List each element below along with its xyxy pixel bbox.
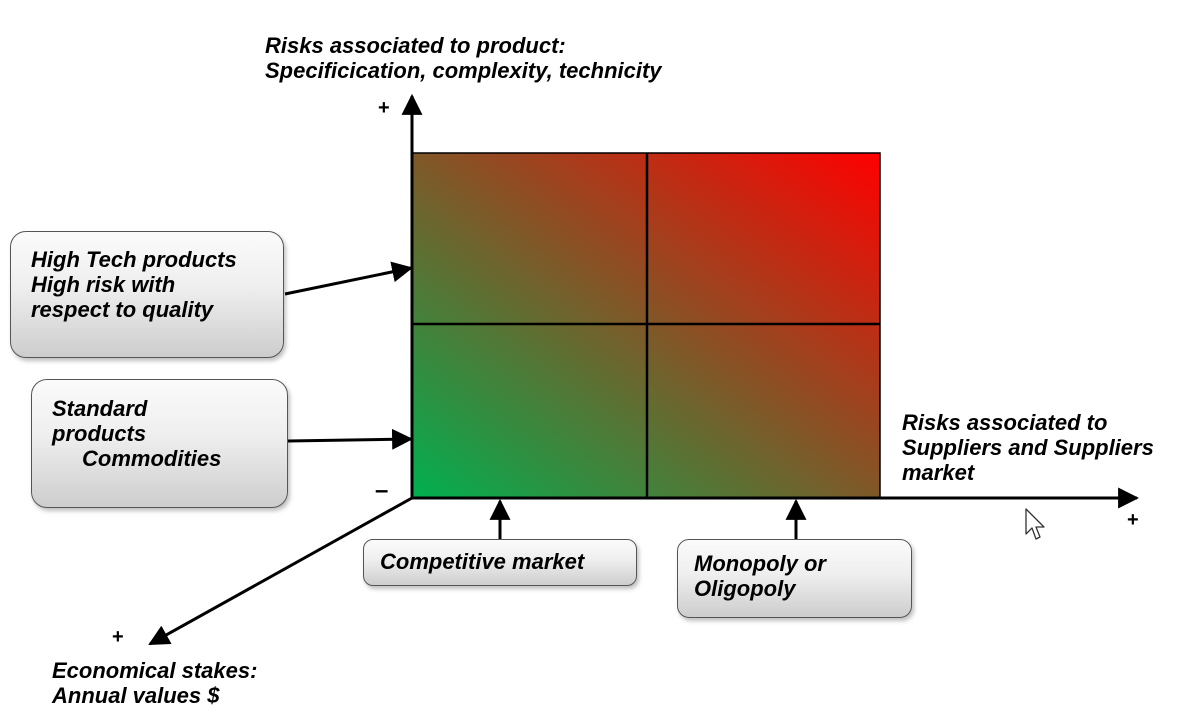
y-axis-label-line1: Risks associated to product: — [265, 33, 566, 58]
standard-line2: products — [52, 421, 147, 446]
economical-stakes-axis — [148, 496, 413, 646]
monopoly-callout: Monopoly or Oligopoly — [677, 539, 912, 618]
x-axis-label: Risks associated to Suppliers and Suppli… — [902, 410, 1154, 485]
high-tech-arrow — [284, 261, 414, 296]
origin-minus-sign: – — [375, 477, 389, 504]
y-axis-label: Risks associated to product: Specificica… — [265, 33, 662, 83]
economical-stakes-label: Economical stakes: Annual values $ — [52, 658, 257, 708]
monopoly-line1: Monopoly or — [694, 551, 826, 576]
high-tech-callout: High Tech products High risk with respec… — [10, 231, 284, 358]
competitive-line1: Competitive market — [380, 549, 585, 574]
high-tech-line2: High risk with — [31, 272, 176, 297]
x-axis-label-line3: market — [902, 460, 975, 485]
x-axis-label-line1: Risks associated to — [902, 410, 1108, 435]
economical-stakes-label-line1: Economical stakes: — [52, 658, 258, 683]
economical-stakes-label-line2: Annual values $ — [52, 683, 220, 708]
high-tech-line3: respect to quality — [31, 297, 214, 322]
y-axis-plus-sign: + — [378, 97, 390, 119]
y-axis-label-line2: Specificication, complexity, technicity — [265, 58, 662, 83]
x-axis-label-line2: Suppliers and Suppliers — [902, 435, 1154, 460]
high-tech-line1: High Tech products — [31, 247, 237, 272]
standard-line1: Standard — [52, 396, 148, 421]
standard-products-callout: Standard products Commodities — [31, 379, 288, 508]
x-axis-plus-sign: + — [1127, 509, 1139, 531]
standard-arrow — [287, 428, 414, 450]
standard-line3: Commodities — [82, 446, 222, 471]
competitive-market-callout: Competitive market — [363, 539, 637, 586]
monopoly-line2: Oligopoly — [694, 576, 796, 601]
mouse-pointer-icon — [1025, 508, 1045, 547]
economical-stakes-plus-sign: + — [112, 626, 124, 648]
